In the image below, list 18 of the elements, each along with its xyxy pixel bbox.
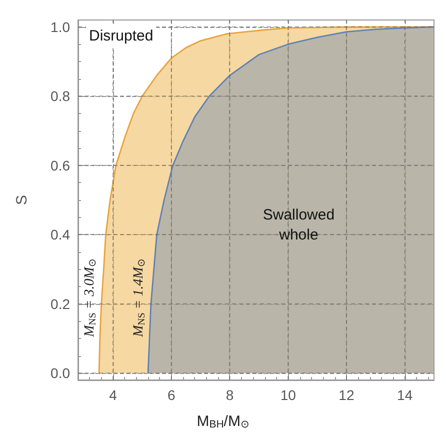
- y-tick-label: 1.0: [50, 18, 70, 35]
- x-tick-label: 4: [109, 387, 118, 403]
- x-tick-label: 14: [397, 387, 413, 403]
- y-tick-label: 0.6: [50, 157, 70, 174]
- y-tick-label: 0.4: [50, 226, 70, 243]
- annotation: Swallowed whole: [262, 206, 335, 244]
- y-axis-title: S: [14, 194, 30, 206]
- annotation: Disrupted: [89, 28, 154, 44]
- x-tick-label: 10: [280, 387, 296, 403]
- x-tick-label: 6: [167, 387, 176, 403]
- y-tick-label: 0.0: [50, 365, 70, 382]
- x-tick-label: 8: [226, 387, 234, 403]
- y-tick-label: 0.2: [50, 296, 70, 312]
- text: MNS = 3.0M⊙: [82, 259, 98, 338]
- y-tick-label: 0.8: [50, 88, 70, 104]
- x-tick-label: 12: [338, 387, 354, 403]
- text: MNS = 1.4M⊙: [132, 259, 148, 338]
- x-axis-title: MBH/M⊙: [196, 413, 250, 430]
